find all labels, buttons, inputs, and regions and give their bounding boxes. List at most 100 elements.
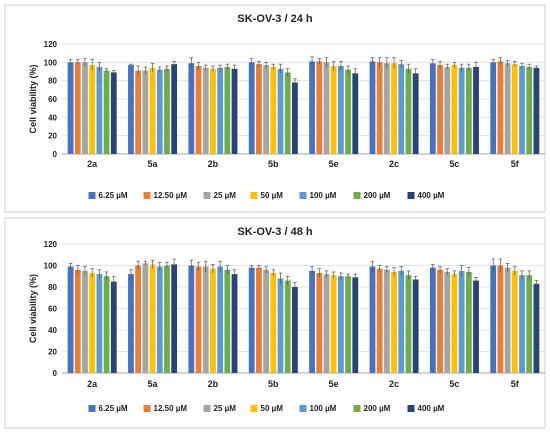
legend-item: 25 µM bbox=[203, 191, 236, 200]
bar bbox=[405, 68, 412, 154]
bar bbox=[202, 266, 209, 373]
panel-24h: SK-OV-3 / 24 h 0 20 40 60 80 100 120 Cell viabil… bbox=[4, 4, 546, 213]
chart-title: SK-OV-3 / 24 h bbox=[237, 13, 312, 25]
legend-label: 100 µM bbox=[310, 404, 337, 413]
bar bbox=[110, 72, 117, 154]
bar bbox=[217, 67, 224, 154]
bar bbox=[497, 265, 504, 373]
legend-label: 12.50 µM bbox=[154, 404, 188, 413]
x-tick-label: 2a bbox=[87, 379, 98, 389]
bar bbox=[224, 269, 231, 373]
bar bbox=[142, 70, 149, 154]
bar bbox=[405, 275, 412, 373]
bar bbox=[231, 274, 238, 373]
bar bbox=[128, 65, 134, 154]
legend-swatch bbox=[353, 192, 361, 199]
bar bbox=[156, 266, 163, 373]
bar bbox=[135, 265, 142, 373]
bar bbox=[444, 66, 451, 154]
bar bbox=[323, 274, 330, 373]
bar bbox=[96, 66, 103, 154]
x-tick-label: 5e bbox=[329, 159, 339, 169]
y-tick-label: 20 bbox=[48, 348, 57, 357]
x-tick-label: 2b bbox=[208, 379, 219, 389]
legend-item: 6.25 µM bbox=[88, 191, 128, 200]
y-tick-label: 100 bbox=[44, 58, 58, 67]
bar bbox=[352, 277, 359, 373]
legend-label: 100 µM bbox=[310, 191, 337, 200]
bar bbox=[490, 62, 497, 155]
legend-label: 200 µM bbox=[364, 404, 391, 413]
bar bbox=[210, 268, 216, 373]
bar bbox=[309, 61, 315, 154]
legend-label: 400 µM bbox=[418, 404, 445, 413]
bar bbox=[217, 266, 224, 373]
x-tick-label: 5a bbox=[148, 159, 159, 169]
bar bbox=[128, 274, 134, 373]
bar bbox=[526, 66, 533, 154]
bar bbox=[292, 82, 298, 154]
y-tick-label: 100 bbox=[44, 262, 58, 271]
x-tick-label: 5f bbox=[511, 159, 520, 169]
bar bbox=[67, 266, 74, 373]
legend-swatch bbox=[407, 405, 415, 412]
legend-swatch bbox=[88, 405, 96, 412]
legend-swatch bbox=[299, 192, 307, 199]
bar bbox=[526, 275, 533, 373]
bar bbox=[188, 63, 195, 154]
legend-label: 6.25 µM bbox=[99, 404, 128, 413]
bar bbox=[412, 279, 419, 373]
bar bbox=[224, 66, 231, 154]
bar bbox=[270, 273, 277, 373]
bar bbox=[369, 61, 376, 154]
bar bbox=[437, 65, 443, 154]
legend-item: 12.50 µM bbox=[143, 404, 188, 413]
bar bbox=[82, 62, 88, 155]
x-tick-label: 2a bbox=[87, 159, 98, 169]
bar bbox=[490, 265, 497, 373]
legend-swatch bbox=[203, 192, 211, 199]
legend-label: 200 µM bbox=[364, 191, 391, 200]
x-tick-label: 5f bbox=[511, 379, 520, 389]
bar bbox=[383, 269, 390, 373]
bar bbox=[171, 64, 178, 154]
bar bbox=[149, 264, 156, 373]
bar bbox=[74, 269, 81, 373]
bar bbox=[473, 280, 479, 373]
legend-swatch bbox=[250, 192, 258, 199]
bar bbox=[210, 68, 216, 154]
bar bbox=[398, 270, 405, 373]
x-tick-label: 2c bbox=[389, 379, 399, 389]
legend-item: 200 µM bbox=[353, 404, 391, 413]
legend-label: 12.50 µM bbox=[154, 191, 188, 200]
bar bbox=[497, 61, 504, 154]
x-tick-label: 2b bbox=[208, 159, 219, 169]
bar bbox=[437, 269, 443, 373]
bar bbox=[89, 273, 96, 373]
bar bbox=[429, 63, 436, 154]
x-tick-label: 2c bbox=[389, 159, 399, 169]
bar bbox=[451, 274, 458, 373]
bar bbox=[323, 62, 330, 155]
bar bbox=[398, 64, 405, 154]
bar bbox=[202, 67, 209, 154]
bar bbox=[376, 268, 383, 373]
bar bbox=[316, 273, 323, 373]
bar bbox=[284, 72, 291, 154]
bar bbox=[142, 263, 149, 373]
bar bbox=[511, 64, 518, 154]
bar bbox=[444, 271, 451, 373]
bar bbox=[316, 61, 323, 154]
y-tick-label: 80 bbox=[48, 77, 57, 86]
bar bbox=[195, 66, 202, 154]
bar bbox=[504, 267, 511, 373]
bar bbox=[458, 67, 465, 154]
x-tick-label: 5b bbox=[268, 159, 279, 169]
bar bbox=[135, 70, 142, 154]
bar bbox=[96, 274, 103, 373]
y-tick-label: 60 bbox=[48, 95, 57, 104]
legend-swatch bbox=[407, 192, 415, 199]
y-tick-label: 80 bbox=[48, 283, 57, 292]
legend-label: 400 µM bbox=[418, 191, 445, 200]
